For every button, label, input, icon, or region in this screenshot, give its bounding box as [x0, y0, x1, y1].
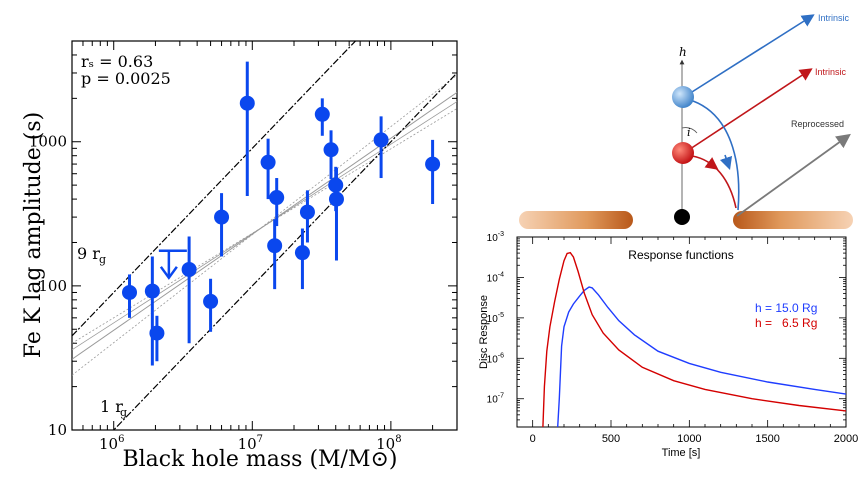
data-point — [260, 154, 276, 170]
y-tick-label: 10 — [48, 421, 67, 439]
response-tick-marks — [517, 236, 847, 428]
reprocessed-arrow — [736, 133, 851, 217]
data-point — [267, 238, 283, 254]
black-hole — [674, 209, 690, 225]
response-x-label: Time [s] — [662, 447, 701, 459]
intrinsic-arrow-red — [683, 68, 813, 154]
ray-blue-arrowhead — [719, 154, 733, 171]
x-tick-label: 107 — [238, 434, 263, 453]
response-curve-0 — [557, 286, 846, 427]
disc-right — [733, 211, 853, 229]
intrinsic-arrow-blue — [683, 14, 815, 98]
geometry-diagram: h i Intrinsic Intrinsic Reprocessed — [519, 13, 853, 229]
x-tick-label: 106 — [99, 434, 124, 453]
data-point — [323, 142, 339, 158]
ref-label-1rg-sub: g — [120, 406, 127, 419]
response-y-label: Disc Response — [478, 295, 490, 369]
data-point — [214, 209, 230, 225]
data-point — [294, 245, 310, 261]
label-intrinsic-red: Intrinsic — [815, 67, 847, 77]
ref-label-9rg-main: 9 r — [77, 244, 100, 263]
data-point — [373, 132, 389, 148]
r-y-tick-label: 10-3 — [487, 231, 504, 244]
upper-limit-arrow — [159, 266, 178, 280]
response-x-tick-labels: 0 500 1000 1500 2000 — [530, 433, 859, 445]
label-reprocessed: Reprocessed — [791, 119, 844, 129]
plot-frame — [71, 40, 458, 431]
ref-label-1rg: 1 r g — [100, 397, 127, 419]
x-axis-label: Black hole mass (M/M⊙) — [122, 447, 397, 472]
r-x-tick-label: 0 — [530, 433, 536, 445]
ref-label-1rg-main: 1 r — [100, 397, 123, 416]
response-frame — [516, 236, 847, 428]
data-point — [328, 191, 344, 207]
response-plot: Response functions h = 15.0 Rg h = 6.5 R… — [478, 231, 858, 459]
inclination-label: i — [687, 126, 691, 139]
r-x-tick-label: 1000 — [677, 433, 701, 445]
source-red — [672, 142, 694, 164]
r-x-tick-label: 500 — [602, 433, 620, 445]
r-y-tick-label: 10-7 — [487, 393, 504, 406]
r-y-tick-label: 10-4 — [487, 271, 504, 284]
ray-blue-to-disc — [692, 100, 740, 211]
label-intrinsic-blue: Intrinsic — [818, 13, 850, 23]
legend-red: h = 6.5 Rg — [755, 316, 817, 330]
response-curve-1 — [542, 251, 846, 427]
data-point — [203, 293, 219, 309]
ref-line-9rg — [72, 41, 357, 337]
data-point — [299, 204, 315, 220]
response-series — [542, 251, 846, 427]
p-annotation: p = 0.0025 — [81, 69, 171, 88]
x-tick-label: 108 — [376, 434, 401, 453]
y-tick-label: 1000 — [29, 133, 67, 151]
y-axis-label: Fe K lag amplitude (s) — [21, 112, 46, 358]
rs-annotation: rₛ = 0.63 — [81, 52, 153, 71]
inclination-arc — [681, 127, 698, 134]
data-point — [314, 106, 330, 122]
ref-label-9rg: 9 r g — [77, 244, 106, 266]
data-points — [122, 61, 441, 366]
fit-upper — [72, 74, 457, 376]
h-axis-label: h — [679, 45, 687, 59]
data-point — [269, 190, 285, 206]
y-tick-label: 100 — [38, 277, 67, 295]
response-title: Response functions — [628, 248, 733, 262]
y-tick-labels: 10 100 1000 — [29, 133, 67, 439]
r-x-tick-label: 1500 — [755, 433, 779, 445]
data-point — [239, 95, 255, 111]
fit-alt — [72, 101, 457, 351]
r-x-tick-label: 2000 — [834, 433, 858, 445]
source-blue — [672, 86, 694, 108]
ray-red-to-disc — [691, 155, 737, 209]
ray-red-arrowhead — [704, 157, 719, 170]
disc-left — [519, 211, 633, 229]
lag-mass-plot: rₛ = 0.63 p = 0.0025 9 r g 1 r g 106 107 1… — [21, 40, 458, 472]
data-point — [181, 261, 197, 277]
ref-label-9rg-sub: g — [99, 253, 106, 266]
reference-lines — [72, 41, 457, 430]
data-point — [122, 284, 138, 300]
tick-marks — [71, 40, 458, 431]
data-point — [425, 156, 441, 172]
legend-blue: h = 15.0 Rg — [755, 301, 817, 315]
data-point — [149, 325, 165, 341]
data-point — [144, 283, 160, 299]
ref-line-1rg — [112, 72, 457, 430]
